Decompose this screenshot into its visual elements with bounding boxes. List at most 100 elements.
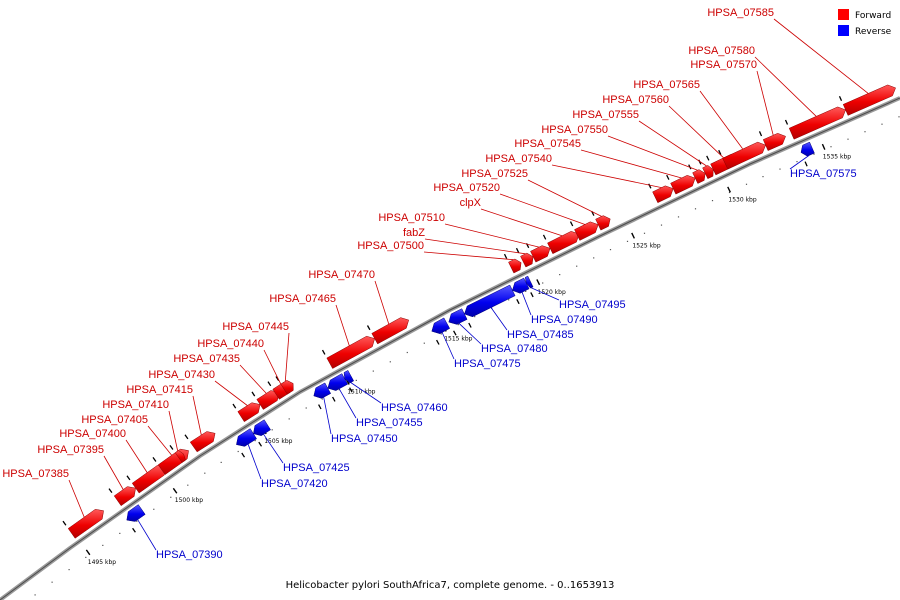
gene-label-hpsa-07565[interactable]: HPSA_07565 <box>633 79 700 91</box>
gene-label-fabz[interactable]: fabZ <box>403 227 425 239</box>
tick-label: 1495 kbp <box>88 559 116 566</box>
gene-label-hpsa-07575[interactable]: HPSA_07575 <box>790 168 857 180</box>
minor-tick-dot <box>51 581 53 583</box>
gene-label-hpsa-07410[interactable]: HPSA_07410 <box>102 399 169 411</box>
minor-tick-dot <box>254 440 256 442</box>
gene-arrow-hpsa-07390[interactable] <box>126 504 146 522</box>
gene-label-hpsa-07465[interactable]: HPSA_07465 <box>269 293 336 305</box>
gene-label-hpsa-07525[interactable]: HPSA_07525 <box>461 168 528 180</box>
gene-label-hpsa-07415[interactable]: HPSA_07415 <box>126 384 193 396</box>
gene-arrow-hpsa-07445[interactable] <box>280 380 294 395</box>
gene-label-hpsa-07460[interactable]: HPSA_07460 <box>381 402 448 414</box>
gene-arrow-hpsa-07550[interactable] <box>692 169 706 184</box>
gene-start-marker <box>706 155 710 161</box>
leader-line <box>192 395 202 436</box>
gene-label-hpsa-07475[interactable]: HPSA_07475 <box>454 358 521 370</box>
minor-tick-dot <box>677 216 680 218</box>
gene-label-hpsa-07480[interactable]: HPSA_07480 <box>481 343 548 355</box>
minor-tick-dot <box>372 370 374 372</box>
gene-label-hpsa-07455[interactable]: HPSA_07455 <box>356 417 423 429</box>
gene-arrow-clpx[interactable] <box>547 231 580 255</box>
gene-arrow-hpsa-07585[interactable] <box>842 84 896 116</box>
gene-label-hpsa-07440[interactable]: HPSA_07440 <box>197 338 264 350</box>
gene-label-hpsa-07585[interactable]: HPSA_07585 <box>707 7 774 19</box>
gene-arrow-hpsa-07410[interactable] <box>174 450 186 463</box>
gene-label-hpsa-07500[interactable]: HPSA_07500 <box>357 240 424 252</box>
gene-arrow-hpsa-07405[interactable] <box>157 448 189 475</box>
leader-line <box>754 56 817 117</box>
gene-label-hpsa-07435[interactable]: HPSA_07435 <box>173 353 240 365</box>
gene-start-marker <box>241 452 246 458</box>
gene-label-hpsa-07425[interactable]: HPSA_07425 <box>283 462 350 474</box>
tick-label: 1500 kbp <box>175 497 203 504</box>
gene-arrow-hpsa-07540[interactable] <box>652 185 674 204</box>
gene-arrow-hpsa-07520[interactable] <box>574 221 599 241</box>
gene-start-marker <box>108 488 113 493</box>
gene-arrow-fabz[interactable] <box>520 252 534 268</box>
gene-arrow-hpsa-07495[interactable] <box>524 275 534 289</box>
leader-line <box>458 323 482 345</box>
gene-start-marker <box>784 119 789 125</box>
minor-tick-dot <box>288 418 290 420</box>
gene-arrow-hpsa-07555[interactable] <box>702 165 714 180</box>
leader-line <box>607 135 698 171</box>
gene-label-hpsa-07470[interactable]: HPSA_07470 <box>308 269 375 281</box>
minor-tick-dot <box>711 200 714 202</box>
gene-arrow-hpsa-07460[interactable] <box>343 370 355 384</box>
leader-line <box>168 410 179 452</box>
gene-arrow-hpsa-07465[interactable] <box>326 335 376 369</box>
gene-label-hpsa-07485[interactable]: HPSA_07485 <box>507 329 574 341</box>
minor-tick-dot <box>321 398 323 400</box>
leader-line <box>239 364 267 394</box>
gene-start-marker <box>468 322 472 328</box>
major-tick-mark <box>536 279 541 286</box>
leader-line <box>668 105 724 159</box>
gene-label-hpsa-07445[interactable]: HPSA_07445 <box>222 321 289 333</box>
gene-label-hpsa-07580[interactable]: HPSA_07580 <box>688 45 755 57</box>
gene-label-hpsa-07540[interactable]: HPSA_07540 <box>485 153 552 165</box>
gene-label-hpsa-07490[interactable]: HPSA_07490 <box>531 314 598 326</box>
gene-arrow-hpsa-07565[interactable] <box>722 141 766 170</box>
gene-label-hpsa-07400[interactable]: HPSA_07400 <box>59 428 126 440</box>
gene-arrow-hpsa-07430[interactable] <box>237 402 261 423</box>
gene-arrow-hpsa-07575[interactable] <box>800 141 815 157</box>
leader-line <box>338 388 357 419</box>
gene-arrow-hpsa-07545[interactable] <box>670 175 696 195</box>
gene-arrow-hpsa-07510[interactable] <box>530 245 551 263</box>
gene-label-hpsa-07420[interactable]: HPSA_07420 <box>261 478 328 490</box>
gene-start-marker <box>838 95 843 102</box>
gene-arrow-hpsa-07470[interactable] <box>371 317 410 345</box>
gene-label-hpsa-07385[interactable]: HPSA_07385 <box>2 468 69 480</box>
gene-label-hpsa-07450[interactable]: HPSA_07450 <box>331 433 398 445</box>
gene-arrow-hpsa-07570[interactable] <box>762 133 786 151</box>
gene-arrow-hpsa-07385[interactable] <box>67 509 104 539</box>
gene-label-hpsa-07495[interactable]: HPSA_07495 <box>559 299 626 311</box>
minor-tick-dot <box>457 324 459 326</box>
minor-ticks <box>34 116 900 596</box>
gene-label-hpsa-07555[interactable]: HPSA_07555 <box>572 109 639 121</box>
gene-label-hpsa-07570[interactable]: HPSA_07570 <box>690 59 757 71</box>
gene-arrow-hpsa-07500[interactable] <box>508 258 522 274</box>
gene-label-hpsa-07520[interactable]: HPSA_07520 <box>433 182 500 194</box>
gene-arrow-hpsa-07525[interactable] <box>595 215 611 231</box>
genome-caption: Helicobacter pylori SouthAfrica7, comple… <box>286 580 615 591</box>
gene-label-hpsa-07560[interactable]: HPSA_07560 <box>602 94 669 106</box>
gene-label-clpx[interactable]: clpX <box>460 197 482 209</box>
leader-line <box>521 292 532 316</box>
gene-arrow-hpsa-07400[interactable] <box>131 465 166 494</box>
gene-start-marker <box>126 475 131 481</box>
gene-label-hpsa-07510[interactable]: HPSA_07510 <box>378 212 445 224</box>
gene-label-hpsa-07545[interactable]: HPSA_07545 <box>514 138 581 150</box>
gene-label-hpsa-07405[interactable]: HPSA_07405 <box>81 414 148 426</box>
gene-arrow-hpsa-07395[interactable] <box>113 486 136 507</box>
gene-arrow-hpsa-07425[interactable] <box>253 419 271 436</box>
gene-label-hpsa-07430[interactable]: HPSA_07430 <box>148 369 215 381</box>
gene-arrow-hpsa-07580[interactable] <box>788 106 846 140</box>
gene-arrow-hpsa-07475[interactable] <box>431 317 451 334</box>
gene-arrow-hpsa-07415[interactable] <box>189 431 216 453</box>
legend-reverse-swatch <box>838 25 849 36</box>
minor-tick-dot <box>406 351 408 354</box>
gene-label-hpsa-07550[interactable]: HPSA_07550 <box>541 124 608 136</box>
gene-label-hpsa-07390[interactable]: HPSA_07390 <box>156 549 223 561</box>
gene-label-hpsa-07395[interactable]: HPSA_07395 <box>37 444 104 456</box>
